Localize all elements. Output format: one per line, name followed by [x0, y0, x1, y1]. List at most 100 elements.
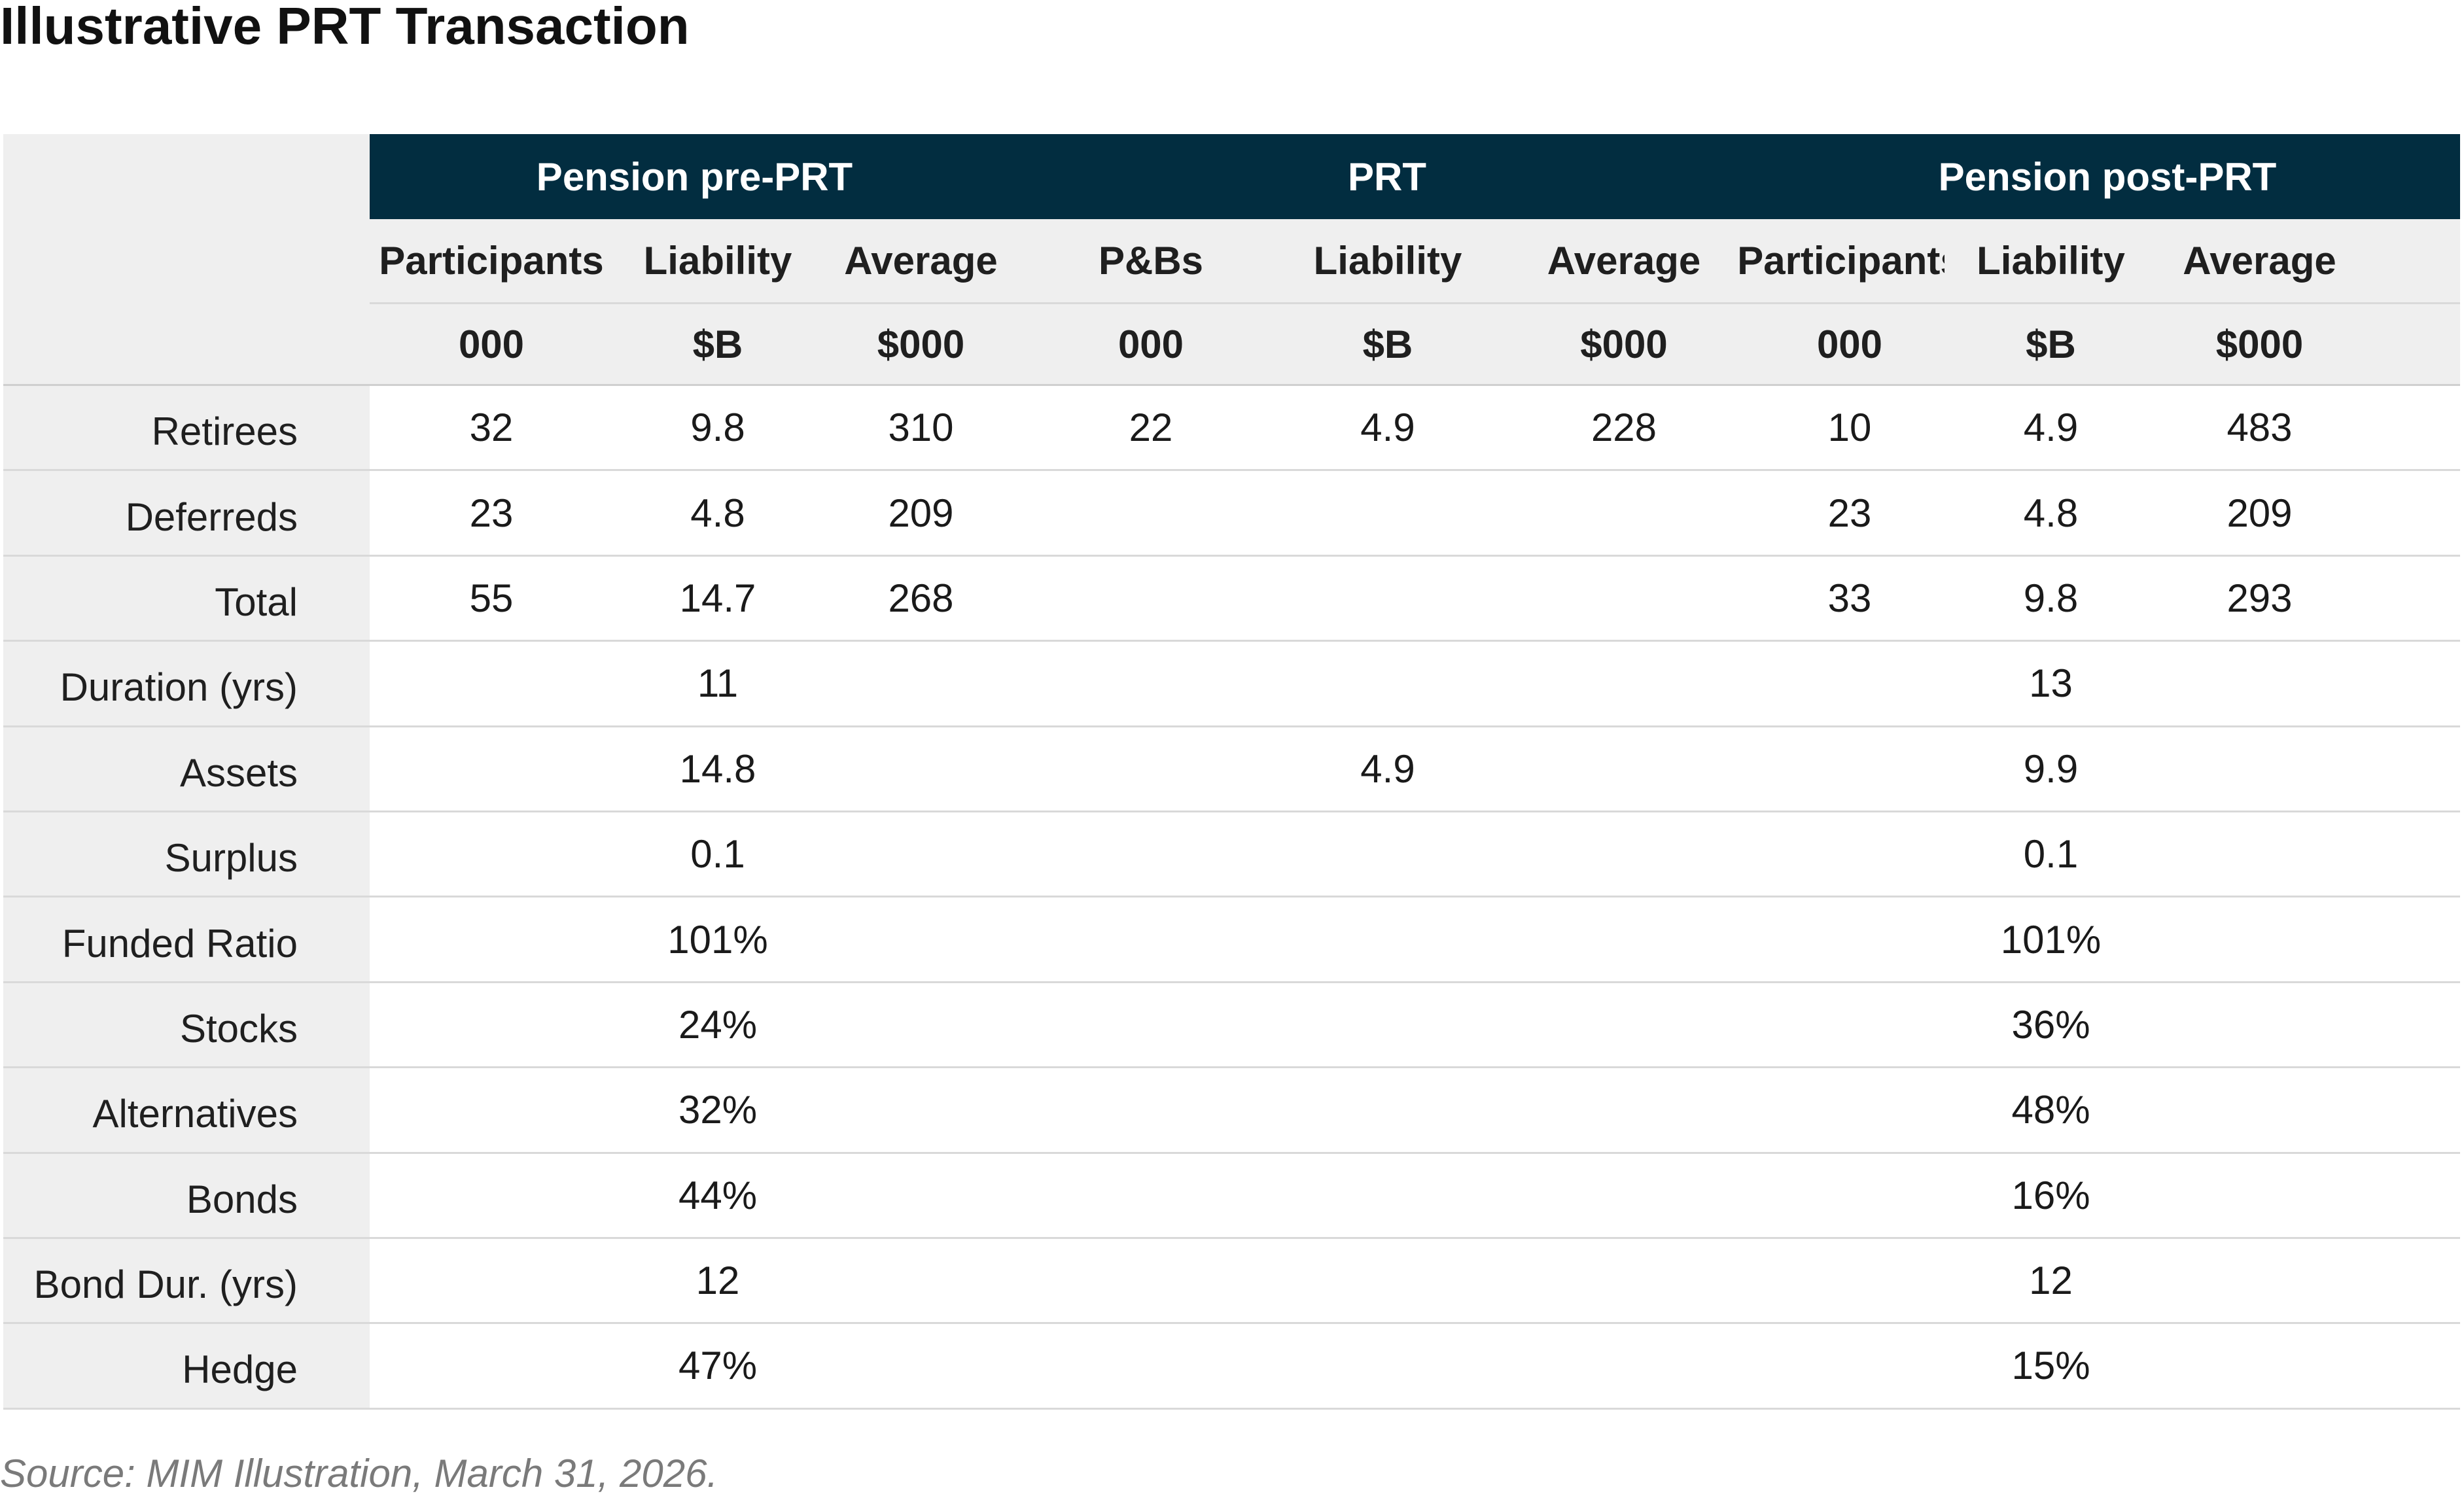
table-cell: [1755, 1239, 1945, 1325]
row-label: Funded Ratio: [3, 897, 370, 983]
table-cell: [1019, 471, 1282, 557]
table-cell: 14.8: [613, 727, 822, 812]
column-header: Participants: [370, 219, 613, 304]
column-unit: 000: [1755, 304, 1945, 386]
group-header-prt: PRT: [1019, 134, 1755, 219]
table-cell: [1493, 983, 1755, 1069]
table-cell: 268: [822, 557, 1019, 642]
table-cell: [822, 897, 1019, 983]
table-cell: 209: [2157, 471, 2362, 557]
table-cell: 13: [1945, 642, 2157, 727]
table-cell: 12: [613, 1239, 822, 1325]
table-cell: 15%: [1945, 1324, 2157, 1410]
table-cell: 209: [822, 471, 1019, 557]
table-cell: 483: [2157, 386, 2362, 472]
row-filler: [2362, 1154, 2460, 1239]
table-cell: [1493, 812, 1755, 898]
row-filler: [2362, 471, 2460, 557]
table-cell: 10: [1755, 386, 1945, 472]
table-cell: [2157, 1154, 2362, 1239]
table-cell: [1282, 1154, 1493, 1239]
row-filler: [2362, 557, 2460, 642]
page-title: Illustrative PRT Transaction: [0, 0, 690, 55]
table-cell: [1755, 727, 1945, 812]
table-cell: 12: [1945, 1239, 2157, 1325]
table-cell: [370, 812, 613, 898]
table-cell: [1282, 557, 1493, 642]
column-header: Average: [2157, 219, 2362, 304]
column-header: Liability: [1945, 219, 2157, 304]
table-cell: 36%: [1945, 983, 2157, 1069]
table-cell: 0.1: [1945, 812, 2157, 898]
table-cell: 23: [1755, 471, 1945, 557]
table-cell: [370, 1324, 613, 1410]
row-filler: [2362, 1068, 2460, 1154]
table-cell: [1019, 1068, 1282, 1154]
group-header-pension-pre-prt: Pension pre-PRT: [370, 134, 1019, 219]
column-unit: $000: [822, 304, 1019, 386]
table-cell: 14.7: [613, 557, 822, 642]
table-cell: 228: [1493, 386, 1755, 472]
column-unit: $B: [1945, 304, 2157, 386]
table-cell: 44%: [613, 1154, 822, 1239]
table-cell: [822, 812, 1019, 898]
table-cell: [2157, 812, 2362, 898]
column-header: Average: [822, 219, 1019, 304]
table-cell: [370, 642, 613, 727]
table-cell: [822, 642, 1019, 727]
table-cell: 4.9: [1282, 386, 1493, 472]
table-cell: 4.9: [1945, 386, 2157, 472]
table-cell: 4.8: [613, 471, 822, 557]
table-cell: [822, 1154, 1019, 1239]
table-cell: 32%: [613, 1068, 822, 1154]
column-header: Average: [1493, 219, 1755, 304]
table-cell: [1755, 983, 1945, 1069]
table-cell: [1282, 471, 1493, 557]
table-cell: [1493, 1239, 1755, 1325]
column-unit: 000: [370, 304, 613, 386]
table-cell: 0.1: [613, 812, 822, 898]
table-cell: 9.8: [613, 386, 822, 472]
row-label: Retirees: [3, 386, 370, 472]
column-header: P&Bs: [1019, 219, 1282, 304]
table-cell: [1755, 642, 1945, 727]
table-cell: [1493, 1068, 1755, 1154]
table-cell: [2157, 1068, 2362, 1154]
table-cell: [2157, 1239, 2362, 1325]
table-cell: [1282, 812, 1493, 898]
table-cell: 4.8: [1945, 471, 2157, 557]
table-cell: [1019, 1324, 1282, 1410]
row-label: Hedge: [3, 1324, 370, 1410]
table-cell: [822, 1068, 1019, 1154]
table-cell: [1493, 897, 1755, 983]
table-cell: 22: [1019, 386, 1282, 472]
table-cell: [1493, 557, 1755, 642]
table-cell: [1019, 1239, 1282, 1325]
table-cell: [1493, 1154, 1755, 1239]
row-label: Stocks: [3, 983, 370, 1069]
table-cell: [1755, 1154, 1945, 1239]
table-cell: [822, 727, 1019, 812]
table-cell: 9.9: [1945, 727, 2157, 812]
table-cell: [370, 727, 613, 812]
table-cell: [370, 1239, 613, 1325]
table-cell: [1282, 983, 1493, 1069]
table-cell: [1282, 1068, 1493, 1154]
table-cell: 310: [822, 386, 1019, 472]
table-cell: 293: [2157, 557, 2362, 642]
row-label: Alternatives: [3, 1068, 370, 1154]
table-cell: 23: [370, 471, 613, 557]
row-filler: [2362, 1324, 2460, 1410]
table-cell: 55: [370, 557, 613, 642]
table-cell: [2157, 1324, 2362, 1410]
column-header: Participants: [1737, 219, 1962, 304]
column-unit: $B: [1282, 304, 1493, 386]
column-unit: $B: [613, 304, 822, 386]
row-label: Deferreds: [3, 471, 370, 557]
table-cell: [2157, 642, 2362, 727]
row-filler: [2362, 812, 2460, 898]
row-label: Duration (yrs): [3, 642, 370, 727]
table-cell: [1019, 642, 1282, 727]
table-cell: 11: [613, 642, 822, 727]
